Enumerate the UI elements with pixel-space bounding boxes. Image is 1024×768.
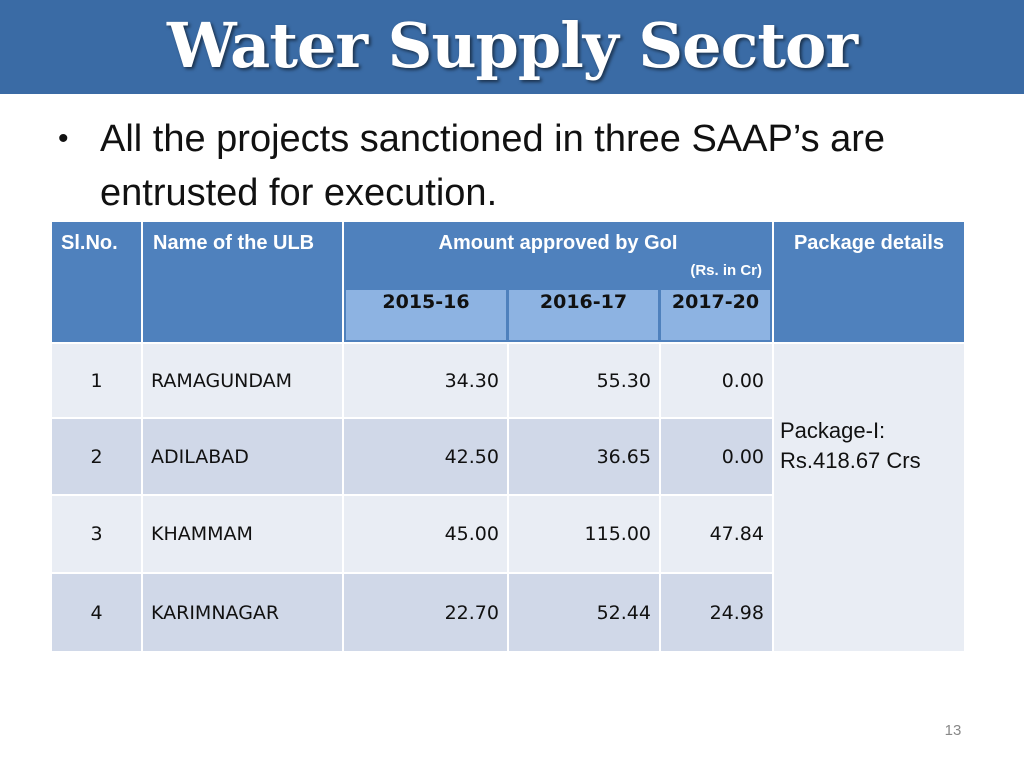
row-1-2015-16: 34.30 [344,344,507,417]
row-3-slno: 3 [52,496,141,572]
row-2-ulb: ADILABAD [143,419,342,494]
package-name: Package-I: [780,418,886,443]
year-header-2017-20: 2017-20 [661,290,770,340]
row-4-slno: 4 [52,574,141,651]
header-cell-slno: Sl.No. [52,222,141,342]
row-2-2015-16: 42.50 [344,419,507,494]
row-1-slno: 1 [52,344,141,417]
row-4-2015-16: 22.70 [344,574,507,651]
row-1-2017-20: 0.00 [661,344,772,417]
row-4-2017-20: 24.98 [661,574,772,651]
header-amount-unit: (Rs. in Cr) [690,262,762,279]
row-3-2015-16: 45.00 [344,496,507,572]
title-bar [0,0,1024,94]
row-1-ulb: RAMAGUNDAM [143,344,342,417]
header-slno-label: Sl.No. [61,232,118,254]
row-4-2016-17: 52.44 [509,574,659,651]
header-package-label: Package details [793,232,945,254]
header-cell-amount: Amount approved by GoI (Rs. in Cr) [344,222,772,288]
row-4-ulb: KARIMNAGAR [143,574,342,651]
bullet-text: All the projects sanctioned in three SAA… [100,118,886,214]
row-3-2016-17: 115.00 [509,496,659,572]
row-3-ulb: KHAMMAM [143,496,342,572]
row-3-2017-20: 47.84 [661,496,772,572]
package-amount: Rs.418.67 Crs [780,448,921,473]
row-1-2016-17: 55.30 [509,344,659,417]
year-header-2016-17: 2016-17 [509,290,658,340]
bullet-symbol: • [58,122,69,155]
header-cell-ulb: Name of the ULB [143,222,342,342]
row-2-slno: 2 [52,419,141,494]
row-2-2016-17: 36.65 [509,419,659,494]
package-details-cell: Package-I: Rs.418.67 Crs [774,344,964,651]
header-cell-package: Package details [774,222,964,342]
slide-title: Water Supply Sector [166,9,858,82]
row-2-2017-20: 0.00 [661,419,772,494]
header-amount-label: Amount approved by GoI [438,232,678,254]
year-header-2015-16: 2015-16 [346,290,506,340]
page-number: 13 [944,722,962,739]
header-ulb-label: Name of the ULB [153,232,315,254]
